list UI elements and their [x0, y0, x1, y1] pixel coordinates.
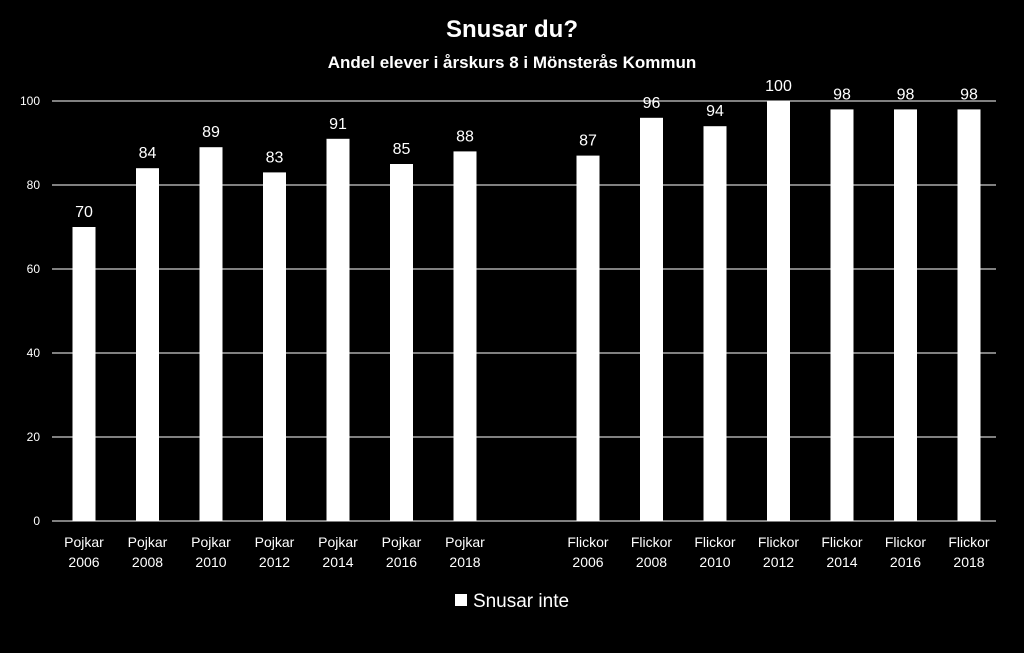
bar — [390, 164, 413, 521]
legend: Snusar inte — [0, 591, 1024, 613]
bar — [72, 227, 96, 521]
data-label: 98 — [960, 86, 978, 103]
x-tick-label: Flickor 2010 — [694, 534, 736, 570]
bar — [199, 147, 223, 521]
bar — [767, 101, 790, 521]
y-tick-label: 40 — [27, 346, 41, 360]
data-label: 85 — [393, 141, 411, 158]
y-tick-label: 60 — [27, 262, 41, 276]
x-tick-label: Pojkar 2016 — [382, 534, 422, 570]
bar — [830, 109, 854, 522]
data-label: 84 — [139, 145, 157, 162]
x-tick-label: Flickor 2018 — [948, 534, 990, 570]
x-tick-label: Flickor 2014 — [821, 534, 863, 570]
data-label: 87 — [579, 133, 597, 150]
x-tick-label: Flickor 2012 — [758, 534, 800, 570]
x-tick-label: Pojkar 2014 — [318, 534, 358, 570]
chart-title: Snusar du? — [445, 16, 578, 43]
y-tick-label: 0 — [33, 514, 40, 528]
data-label: 88 — [456, 128, 474, 145]
bar — [326, 138, 350, 522]
bar — [453, 151, 477, 521]
y-tick-label: 80 — [27, 178, 41, 192]
x-tick-label: Pojkar 2006 — [64, 534, 104, 570]
data-label: 91 — [329, 116, 347, 133]
x-tick-label: Pojkar 2012 — [255, 534, 295, 570]
y-tick-label: 100 — [20, 94, 40, 108]
x-tick-label: Flickor 2006 — [567, 534, 609, 570]
bar — [136, 168, 159, 521]
bar — [640, 117, 663, 522]
data-label: 96 — [643, 95, 661, 112]
legend-label: Snusar inte — [472, 591, 570, 612]
bar — [263, 172, 286, 521]
x-tick-label: Pojkar 2010 — [191, 534, 231, 570]
x-tick-label: Pojkar 2008 — [128, 534, 168, 570]
chart-subtitle: Andel elever i årskurs 8 i Mönsterås Kom… — [327, 53, 697, 72]
bar — [703, 126, 727, 521]
x-tick-label: Flickor 2016 — [885, 534, 927, 570]
y-tick-label: 20 — [27, 430, 41, 444]
data-label: 98 — [833, 86, 851, 103]
x-tick-label: Pojkar 2018 — [445, 534, 485, 570]
data-label: 94 — [706, 103, 724, 120]
bar — [957, 109, 981, 522]
x-tick-label: Flickor 2008 — [631, 534, 673, 570]
data-label: 70 — [75, 204, 93, 221]
data-label: 100 — [765, 78, 792, 95]
legend-swatch — [454, 593, 467, 606]
bar — [576, 155, 600, 521]
data-label: 98 — [897, 86, 915, 103]
data-label: 89 — [202, 124, 220, 141]
data-label: 83 — [266, 149, 284, 166]
bar — [894, 109, 917, 522]
